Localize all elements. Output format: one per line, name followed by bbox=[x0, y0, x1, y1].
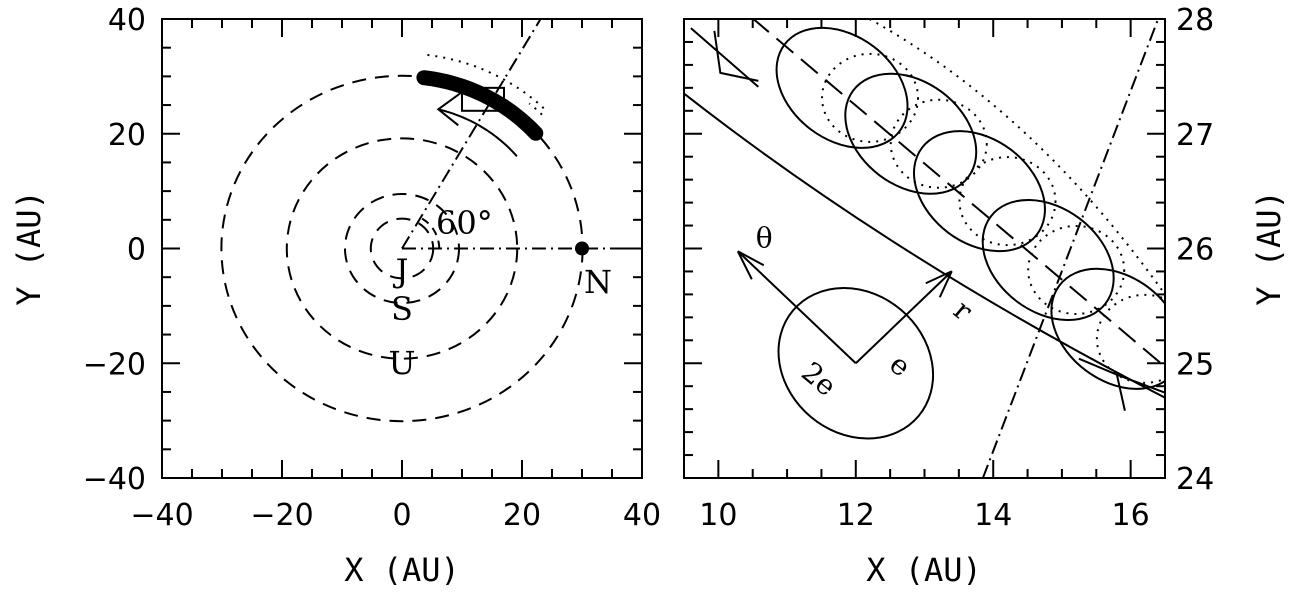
solid-ellipses bbox=[775, 26, 1165, 390]
right-y-tick-label: 25 bbox=[1176, 347, 1214, 382]
left-panel: −40 −20 0 20 40 −40 −20 0 20 40 60° J S U N X (AU… bbox=[10, 3, 661, 589]
theta-label: θ bbox=[756, 221, 773, 254]
left-x-axis-title: X (AU) bbox=[344, 551, 460, 589]
planet-label-j: J bbox=[393, 252, 409, 290]
two-e-label: 2e bbox=[795, 355, 843, 402]
left-x-tick-label: −40 bbox=[130, 498, 193, 533]
right-tick-labels: 10 12 14 16 24 25 26 27 28 bbox=[699, 3, 1214, 533]
right-panel: 10 12 14 16 24 25 26 27 28 θ r e 2e X (AU) Y (AU… bbox=[683, 3, 1288, 589]
left-x-tick-label: −20 bbox=[250, 498, 313, 533]
sixty-degree-reference-line bbox=[401, 19, 542, 250]
right-y-tick-label: 27 bbox=[1176, 118, 1214, 153]
e-label: e bbox=[883, 347, 917, 383]
right-y-tick-label: 26 bbox=[1176, 233, 1214, 268]
neptune-marker bbox=[575, 241, 589, 256]
left-ticks bbox=[161, 18, 643, 479]
dotted-ellipse bbox=[1027, 224, 1126, 315]
right-x-axis-title: X (AU) bbox=[866, 551, 982, 589]
track-arrow-bottom bbox=[1078, 357, 1165, 411]
ellipse-key-diagram bbox=[736, 250, 953, 440]
left-y-tick-label: 40 bbox=[108, 3, 146, 38]
theta-arrow bbox=[736, 250, 857, 364]
inner-orbit-track bbox=[684, 92, 1165, 399]
ellipse-center-line bbox=[751, 19, 1165, 369]
dotted-ellipse bbox=[1095, 293, 1165, 384]
zoom-box bbox=[461, 86, 505, 112]
right-x-tick-label: 14 bbox=[974, 498, 1012, 533]
right-x-tick-label: 10 bbox=[699, 498, 737, 533]
planet-label-n: N bbox=[584, 263, 612, 301]
r-label: r bbox=[947, 293, 979, 327]
right-y-tick-label: 28 bbox=[1176, 3, 1214, 38]
left-plot-content bbox=[220, 19, 642, 423]
orbital-motion-arrow bbox=[436, 92, 518, 157]
left-x-tick-label: 40 bbox=[623, 498, 661, 533]
left-tick-labels: −40 −20 0 20 40 −40 −20 0 20 40 bbox=[83, 3, 661, 533]
object-swarm-arc bbox=[416, 70, 544, 141]
radial-reference-line bbox=[981, 19, 1160, 478]
left-x-tick-label: 0 bbox=[392, 498, 411, 533]
angle-arc bbox=[420, 216, 441, 249]
dotted-ellipse bbox=[958, 156, 1057, 247]
track-arrow-top bbox=[690, 27, 760, 88]
dotted-swarm-outline bbox=[423, 53, 545, 116]
right-ticks bbox=[683, 18, 1166, 479]
solid-ellipse bbox=[844, 72, 978, 195]
left-x-tick-label: 20 bbox=[503, 498, 541, 533]
right-x-tick-label: 12 bbox=[837, 498, 875, 533]
solid-ellipse bbox=[1050, 267, 1165, 390]
right-x-tick-label: 16 bbox=[1112, 498, 1150, 533]
angle-label: 60° bbox=[436, 204, 493, 242]
planet-label-s: S bbox=[391, 290, 413, 328]
right-y-tick-label: 24 bbox=[1176, 462, 1214, 497]
left-y-tick-label: 20 bbox=[108, 118, 146, 153]
r-arrow bbox=[855, 270, 953, 364]
dotted-ellipses bbox=[821, 52, 1165, 384]
right-y-axis-title: Y (AU) bbox=[1250, 190, 1288, 306]
dotted-ellipse bbox=[889, 98, 988, 189]
left-y-tick-label: −20 bbox=[83, 347, 146, 382]
right-plot-content bbox=[684, 19, 1165, 478]
key-ellipse bbox=[777, 287, 935, 440]
planet-label-u: U bbox=[389, 344, 416, 382]
left-y-tick-label: −40 bbox=[83, 462, 146, 497]
solid-ellipse bbox=[981, 198, 1115, 321]
dotted-ellipse bbox=[821, 52, 920, 143]
solid-ellipse bbox=[913, 130, 1046, 253]
left-y-axis-title: Y (AU) bbox=[10, 190, 48, 306]
left-y-tick-label: 0 bbox=[127, 233, 146, 268]
outer-dotted-track bbox=[869, 19, 1165, 295]
